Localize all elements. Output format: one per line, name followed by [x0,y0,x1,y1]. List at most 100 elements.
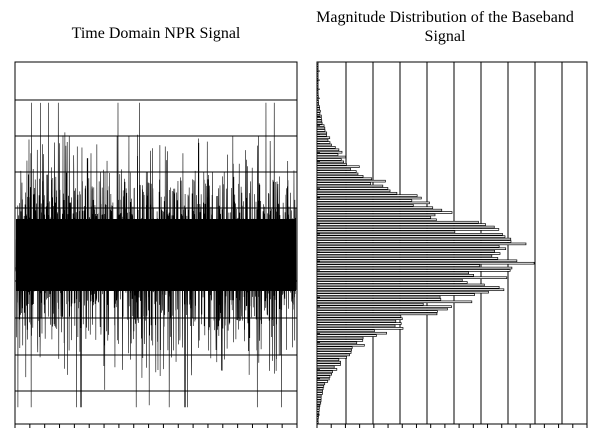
histogram-bar [316,382,326,386]
histogram-bar [316,160,345,164]
histogram-bar [316,341,358,345]
histogram-bar [316,182,371,185]
histogram-bar [316,85,319,89]
histogram-bar [316,334,377,337]
histogram-bar [316,196,422,200]
histogram-bar [316,252,501,255]
histogram-bar [316,363,341,366]
histogram-bar [316,100,319,103]
histogram-bar [316,223,486,226]
histogram-bar [316,179,386,183]
histogram-bar [316,310,438,313]
time-domain-chart [14,61,298,428]
histogram-bar [316,298,442,301]
histogram-bar [316,83,319,86]
histogram-bar [316,218,437,222]
histogram-bar [316,175,364,178]
histogram-bar [316,249,495,253]
histogram-bar [316,165,360,168]
histogram-bar [316,189,391,193]
histogram-bar [316,155,347,159]
histogram-bar [316,344,365,347]
histogram-bar [316,213,436,217]
histogram-bar [316,380,329,383]
histogram-bar [316,64,319,67]
histogram-bar [316,95,319,98]
histogram-bar [316,365,335,369]
histogram-bar [316,319,397,323]
histogram-bar [316,109,321,113]
histogram-bar [316,170,357,173]
histogram-bar [316,136,331,139]
histogram-bar [316,322,402,325]
histogram-bar [316,358,340,361]
histogram-bar [316,102,319,106]
signal-dense-core [16,219,296,291]
histogram-bar [316,295,441,299]
histogram-bar [316,293,475,296]
histogram-bar [316,73,319,77]
histogram-bar [316,281,468,284]
histogram-bar [316,406,320,410]
histogram-bar [316,208,443,212]
histogram-bar [316,372,332,376]
histogram-bar [316,177,373,180]
histogram-bar [316,76,319,79]
histogram-bar [316,327,404,330]
histogram-bar [316,242,527,246]
histogram-bar [316,348,352,352]
histogram-bar [316,126,326,130]
histogram-title: Magnitude Distribution of the Baseband S… [316,9,574,45]
histogram-bar [316,385,325,388]
histogram-bar [316,360,341,364]
histogram-bar [316,418,319,422]
histogram-bar [316,211,453,214]
histogram-bar [316,276,508,279]
histogram-bar [316,290,489,294]
histogram-bar [316,421,319,424]
histogram-bar [316,399,322,403]
time-domain-title: Time Domain NPR Signal [71,25,241,42]
histogram-bar [316,302,424,306]
histogram-bar [316,90,319,94]
histogram-bar [316,71,319,74]
histogram-bar [316,264,481,267]
histogram-bar [316,356,347,359]
histogram-bar [316,158,342,161]
histogram-bar [316,93,319,96]
histogram-bar [316,201,430,205]
histogram-bar [316,329,375,333]
histogram-bar [316,375,331,378]
histogram-bar [316,339,364,342]
histogram-bar [316,389,323,393]
histogram-bar [316,191,398,195]
histogram-bar [316,247,507,250]
histogram-bar [316,274,474,277]
histogram-bar [316,131,328,135]
histogram-bar [316,233,503,236]
magnitude-histogram-chart [316,61,588,428]
histogram-bar [316,336,364,340]
histogram-bar [316,353,350,357]
histogram-bar [316,138,329,142]
histogram-bar [316,257,499,260]
histogram-bar [316,117,322,120]
histogram-bar [316,228,500,231]
histogram-bar [316,121,323,125]
histogram-bar [316,397,322,400]
histogram-bar [316,134,327,137]
histogram-bar [316,199,413,202]
histogram-bar [316,387,324,390]
histogram-bar [316,237,512,241]
histogram-bar [316,346,353,349]
histogram-bar [316,148,340,152]
histogram-bar [316,392,323,395]
histogram-bar [316,409,320,412]
histogram-bar [316,317,403,320]
histogram-bar [316,230,456,234]
histogram-bar [316,283,485,287]
histogram-bar [316,235,506,238]
histogram-bar [316,307,448,311]
histogram-bar [316,107,320,111]
histogram-bar [316,269,511,272]
